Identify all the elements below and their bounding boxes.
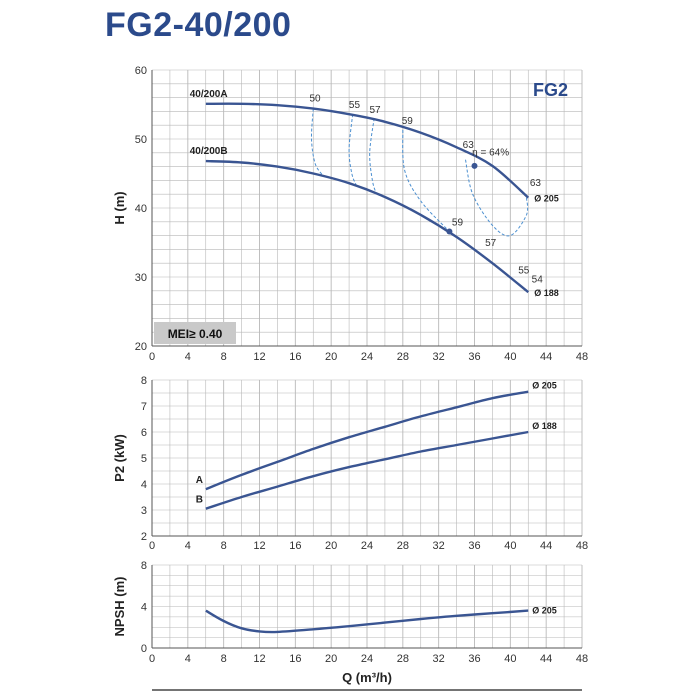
y-axis-label: P2 (kW) [112, 434, 127, 482]
diameter-label: Ø 188 [532, 421, 557, 431]
y-tick-label: 8 [141, 560, 147, 572]
x-tick-label: 36 [468, 540, 480, 552]
x-tick-label: 0 [149, 540, 155, 552]
head-curve-b [205, 159, 530, 294]
x-tick-label: 12 [253, 653, 265, 665]
x-tick-label: 44 [540, 351, 552, 363]
efficiency-label: 54 [532, 275, 544, 286]
diameter-label: Ø 188 [534, 288, 559, 298]
iso-efficiency-line [369, 118, 377, 193]
x-tick-label: 32 [433, 351, 445, 363]
y-tick-label: 30 [135, 272, 147, 284]
x-tick-label: 8 [221, 351, 227, 363]
power-curve-b [205, 430, 529, 510]
curve-name-label: 40/200B [190, 146, 228, 157]
x-tick-label: 12 [253, 540, 265, 552]
x-tick-label: 44 [540, 540, 552, 552]
y-tick-label: 4 [141, 479, 147, 491]
y-tick-label: 50 [135, 134, 147, 146]
x-tick-label: 28 [397, 351, 409, 363]
y-tick-label: 7 [141, 401, 147, 413]
power-curve-a [205, 390, 529, 491]
x-tick-label: 24 [361, 351, 373, 363]
x-tick-label: 28 [397, 653, 409, 665]
y-tick-label: 5 [141, 453, 147, 465]
bep-marker [446, 228, 453, 235]
x-tick-label: 4 [185, 351, 191, 363]
x-axis-label: Q (m³/h) [342, 670, 392, 685]
series-badge: FG2 [533, 80, 568, 100]
x-tick-label: 36 [468, 351, 480, 363]
efficiency-label: 50 [309, 94, 321, 105]
y-axis-label: H (m) [112, 191, 127, 224]
x-tick-label: 40 [504, 540, 516, 552]
y-tick-label: 60 [135, 65, 147, 77]
x-tick-label: 16 [289, 351, 301, 363]
efficiency-label: 63 [463, 140, 475, 151]
head-curve-a [205, 102, 530, 199]
x-tick-label: 4 [185, 653, 191, 665]
x-tick-label: 48 [576, 540, 588, 552]
iso-efficiency-line [465, 159, 529, 237]
curve-name-label: A [196, 475, 203, 486]
y-axis-label: NPSH (m) [112, 577, 127, 637]
y-tick-label: 6 [141, 427, 147, 439]
diameter-label: Ø 205 [532, 381, 557, 391]
x-tick-label: 32 [433, 653, 445, 665]
x-tick-label: 36 [468, 653, 480, 665]
efficiency-label: 55 [349, 100, 361, 111]
x-tick-label: 24 [361, 540, 373, 552]
y-tick-label: 3 [141, 505, 147, 517]
y-tick-label: 20 [135, 341, 147, 353]
x-tick-label: 0 [149, 351, 155, 363]
diameter-label: Ø 205 [532, 606, 557, 616]
mei-box [154, 322, 236, 344]
x-tick-label: 16 [289, 653, 301, 665]
x-tick-label: 44 [540, 653, 552, 665]
x-tick-label: 40 [504, 351, 516, 363]
y-tick-label: 4 [141, 602, 147, 614]
iso-efficiency-line [402, 129, 450, 232]
efficiency-label: 59 [402, 116, 414, 127]
curve-name-label: 40/200A [190, 89, 228, 100]
iso-efficiency-line [348, 114, 357, 186]
x-tick-label: 8 [221, 540, 227, 552]
efficiency-label: 57 [485, 238, 497, 249]
efficiency-label: 55 [518, 266, 530, 277]
y-tick-label: 8 [141, 375, 147, 387]
bep-marker [471, 162, 478, 169]
x-tick-label: 12 [253, 351, 265, 363]
x-tick-label: 24 [361, 653, 373, 665]
efficiency-label: 57 [370, 105, 382, 116]
x-tick-label: 0 [149, 653, 155, 665]
x-tick-label: 48 [576, 351, 588, 363]
x-tick-label: 20 [325, 351, 337, 363]
efficiency-label: 59 [452, 217, 464, 228]
x-tick-label: 20 [325, 540, 337, 552]
x-tick-label: 20 [325, 653, 337, 665]
x-tick-label: 4 [185, 540, 191, 552]
y-tick-label: 2 [141, 531, 147, 543]
x-tick-label: 28 [397, 540, 409, 552]
x-tick-label: 8 [221, 653, 227, 665]
npsh-curve [205, 609, 529, 634]
x-tick-label: 48 [576, 653, 588, 665]
y-tick-label: 40 [135, 203, 147, 215]
diameter-label: Ø 205 [534, 194, 559, 204]
efficiency-label: η = 64% [472, 148, 509, 159]
x-tick-label: 40 [504, 653, 516, 665]
curve-name-label: B [196, 495, 203, 506]
x-tick-label: 32 [433, 540, 445, 552]
y-tick-label: 0 [141, 643, 147, 655]
efficiency-label: 63 [530, 178, 542, 189]
page-title: FG2-40/200 [105, 6, 292, 44]
mei-label: MEI≥ 0.40 [168, 327, 223, 341]
x-tick-label: 16 [289, 540, 301, 552]
